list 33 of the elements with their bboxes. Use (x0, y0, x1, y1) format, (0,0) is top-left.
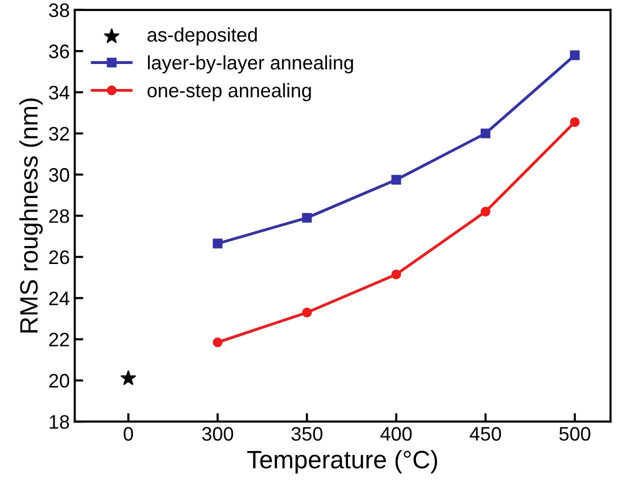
x-tick-label: 350 (291, 426, 322, 441)
point (480, 206, 490, 217)
y-tick-label: 20 (49, 374, 70, 388)
point (212, 337, 222, 348)
y-tick-label: 34 (49, 86, 70, 100)
x-tick-label: 500 (559, 426, 590, 441)
y-tick-label: 30 (49, 168, 70, 182)
y-tick-label: 38 (49, 3, 70, 18)
point (302, 212, 312, 223)
x-tick-label: 0 (124, 426, 133, 441)
point (212, 238, 222, 248)
point (570, 117, 580, 127)
point (480, 128, 490, 138)
y-tick-label: 28 (49, 209, 70, 223)
point (391, 270, 402, 280)
y-tick-label: 32 (49, 126, 69, 141)
y-tick-label: 26 (49, 250, 70, 264)
y-tick-label: 36 (49, 44, 70, 58)
y-tick-label: 22 (49, 332, 69, 346)
x-tick-label: 300 (202, 426, 234, 441)
x-tick-label: 400 (380, 426, 412, 441)
y-tick-label: 24 (49, 292, 70, 306)
legend-label: layer-by-layer annealing (148, 55, 353, 74)
point (391, 174, 402, 185)
y-axis-title: RMS roughness (nm) (19, 98, 43, 332)
point (302, 308, 312, 318)
legend-label: one-step annealing (148, 83, 311, 102)
x-axis-title: Temperature (°C) (247, 450, 438, 474)
legend-label: as-deposited (148, 27, 257, 46)
point (570, 50, 580, 60)
point (120, 370, 136, 385)
y-tick-label: 18 (50, 415, 70, 429)
x-tick-label: 450 (470, 426, 501, 441)
